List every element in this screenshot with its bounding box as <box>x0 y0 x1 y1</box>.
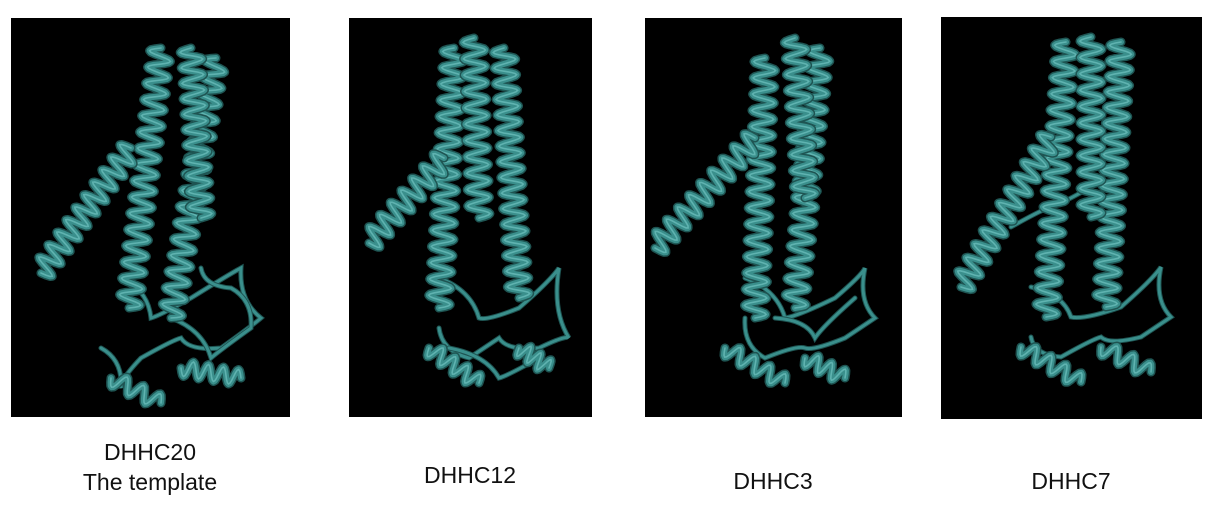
caption-dhhc12: DHHC12 <box>370 460 570 490</box>
protein-ribbon-dhhc7 <box>953 32 1175 387</box>
caption-line-1: DHHC20 <box>103 439 197 465</box>
protein-ribbon-dhhc20 <box>34 43 265 409</box>
caption-dhhc20: DHHC20 The template <box>40 437 260 497</box>
caption-line-2: The template <box>82 469 218 495</box>
protein-structure-image-dhhc12 <box>349 18 592 417</box>
caption-line-1: DHHC7 <box>1031 468 1111 494</box>
protein-structure-image-dhhc20 <box>11 18 290 417</box>
protein-structure-image-dhhc7 <box>941 17 1202 419</box>
caption-dhhc7: DHHC7 <box>971 466 1171 496</box>
caption-dhhc3: DHHC3 <box>673 466 873 496</box>
caption-line-1: DHHC12 <box>423 462 517 488</box>
protein-ribbon-dhhc3 <box>650 33 879 388</box>
protein-ribbon-dhhc12 <box>364 33 572 388</box>
caption-line-1: DHHC3 <box>733 468 813 494</box>
protein-structure-image-dhhc3 <box>645 18 902 417</box>
